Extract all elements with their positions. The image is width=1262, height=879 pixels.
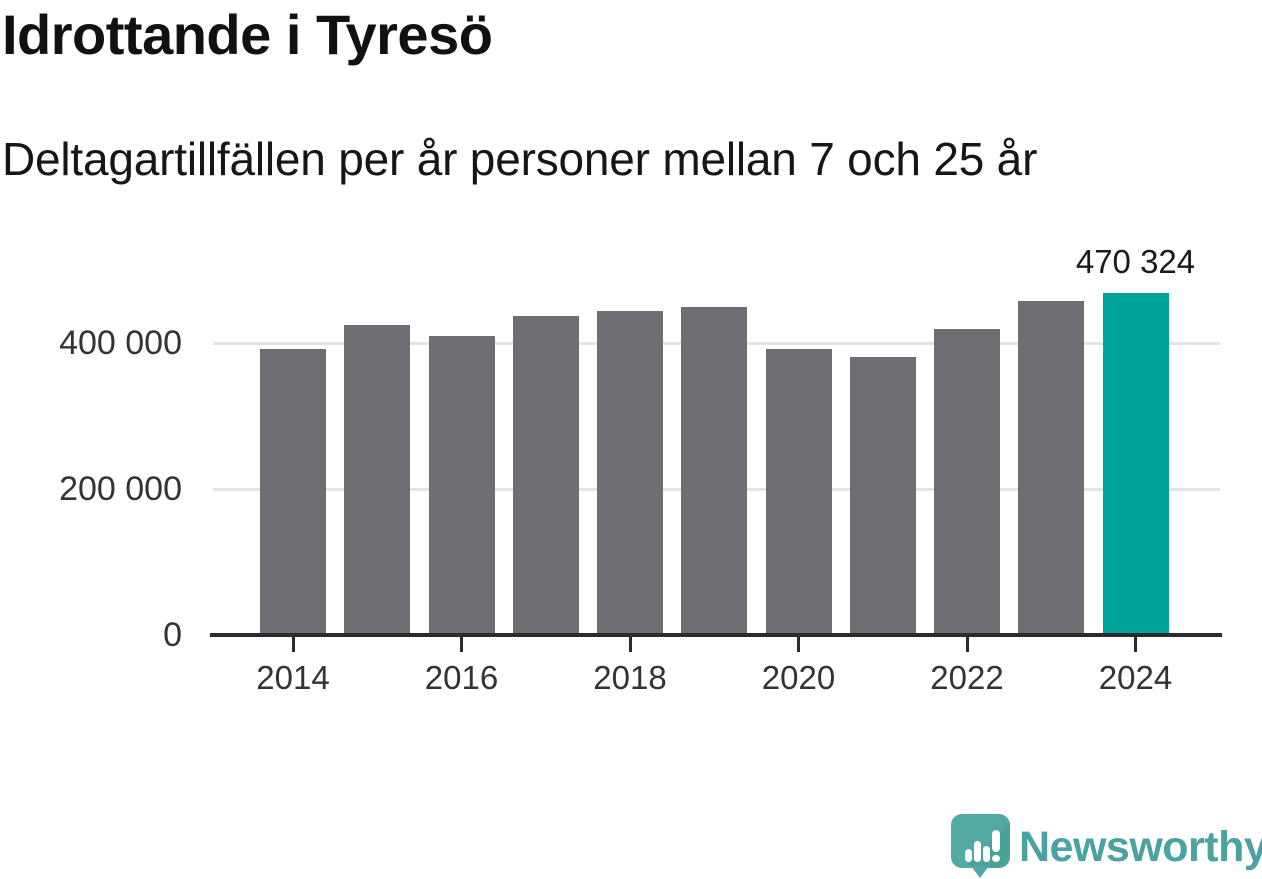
logo-bar-1-icon [965, 849, 972, 862]
bar-2017 [512, 315, 579, 636]
brand-wordmark: Newsworthy [1019, 823, 1262, 871]
speech-bubble-tail [971, 866, 989, 878]
newsworthy-logo: Newsworthy [947, 808, 1262, 878]
x-axis-label: 2014 [256, 659, 330, 696]
y-axis-label: 0 [163, 616, 182, 654]
bar-2016 [428, 335, 495, 636]
y-axis-label: 200 000 [59, 470, 182, 509]
x-axis-label: 2018 [593, 659, 667, 696]
x-axis-label: 2024 [1098, 659, 1173, 696]
bar-2023 [1018, 301, 1085, 636]
bar-value-label: 470 324 [1075, 243, 1196, 280]
logo-exclamation-dot-icon [992, 855, 1000, 862]
logo-bar-3-icon [983, 846, 990, 862]
x-axis-tick [797, 637, 800, 652]
x-axis-line [210, 633, 1222, 637]
logo-exclamation-icon [992, 830, 1000, 852]
logo-bar-2-icon [974, 841, 981, 862]
x-axis-tick [460, 637, 463, 652]
x-axis-label: 2016 [424, 659, 499, 696]
newsworthy-logo-icon [947, 808, 1013, 878]
x-axis-label: 2022 [930, 659, 1004, 696]
x-axis-tick [628, 637, 632, 652]
bar-2014 [260, 349, 326, 636]
bar-2021 [849, 357, 916, 636]
bar-2020 [765, 348, 832, 636]
bar-2018 [597, 310, 663, 636]
x-axis-tick [291, 637, 295, 652]
x-axis-tick [965, 637, 969, 652]
bar-2024 [1102, 293, 1169, 636]
bar-2015 [344, 325, 411, 636]
x-axis-label: 2020 [761, 659, 836, 696]
bar-2022 [934, 328, 1000, 636]
speech-bubble-icon [951, 814, 1010, 868]
bar-2019 [681, 307, 748, 636]
y-axis-label: 400 000 [59, 324, 182, 363]
chart-title: Idrottande i Tyresö [2, 3, 493, 66]
x-axis-tick [1134, 637, 1137, 652]
chart-subtitle: Deltagartillfällen per år personer mella… [2, 133, 1038, 185]
